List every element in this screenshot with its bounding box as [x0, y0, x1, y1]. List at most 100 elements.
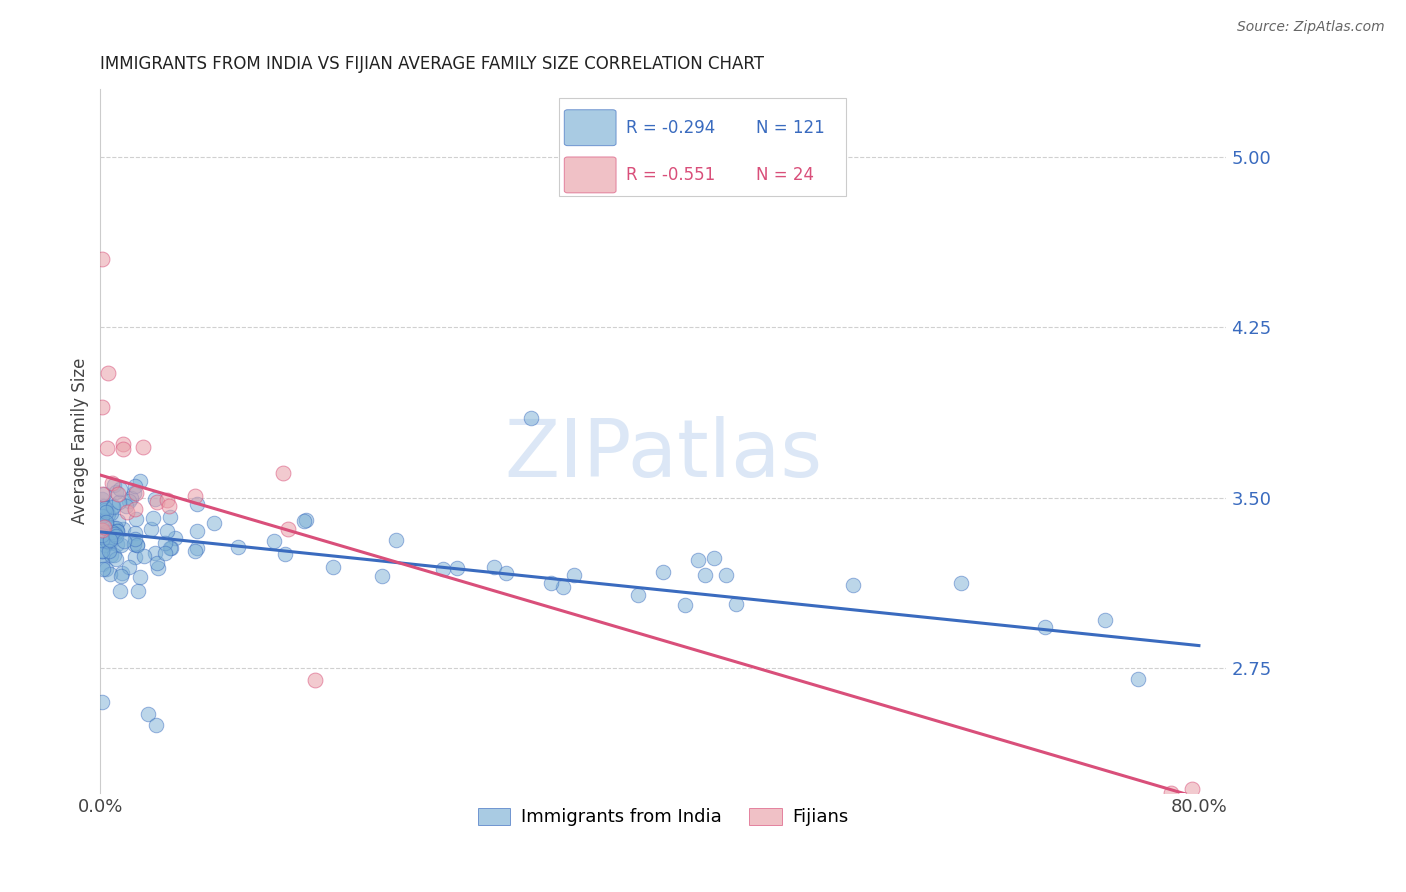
Point: [97, 366, 120, 380]
Point: [98, 536, 121, 550]
Point: [124, 502, 146, 516]
Point: [226, 540, 249, 554]
Point: [1181, 781, 1204, 796]
Point: [165, 531, 187, 545]
Point: [295, 513, 318, 527]
Point: [125, 538, 148, 552]
Point: [159, 541, 181, 556]
Point: [90, 544, 112, 558]
Point: [90, 549, 112, 563]
Point: [96, 534, 118, 549]
Point: [101, 500, 124, 514]
Point: [98, 544, 121, 558]
Point: [117, 505, 139, 519]
Y-axis label: Average Family Size: Average Family Size: [72, 358, 89, 524]
Point: [112, 522, 135, 536]
Point: [132, 441, 155, 455]
Point: [686, 553, 709, 567]
Point: [127, 584, 149, 599]
Text: R = -0.551: R = -0.551: [626, 166, 716, 184]
Point: [98, 533, 121, 547]
Point: [103, 548, 125, 562]
Point: [103, 499, 125, 513]
Point: [118, 560, 141, 574]
Point: [94, 500, 117, 515]
Point: [142, 511, 165, 525]
Point: [122, 537, 145, 551]
Point: [97, 507, 120, 521]
Point: [112, 534, 135, 549]
Point: [495, 566, 517, 581]
Point: [117, 494, 139, 508]
Point: [105, 524, 128, 539]
Point: [292, 514, 315, 528]
Point: [132, 549, 155, 563]
Point: [146, 561, 169, 575]
Text: ZIPatlas: ZIPatlas: [505, 416, 823, 494]
Point: [145, 495, 167, 509]
Point: [385, 533, 408, 547]
Point: [101, 525, 124, 540]
Point: [105, 537, 128, 551]
Point: [110, 569, 132, 583]
Point: [104, 526, 127, 541]
Point: [271, 466, 294, 480]
Point: [702, 551, 724, 566]
Point: [263, 534, 285, 549]
Point: [183, 490, 205, 504]
Point: [94, 517, 117, 532]
Point: [90, 528, 112, 542]
Text: R = -0.294: R = -0.294: [626, 119, 716, 136]
Text: Source: ZipAtlas.com: Source: ZipAtlas.com: [1237, 20, 1385, 34]
Point: [157, 499, 180, 513]
Point: [94, 525, 117, 540]
Point: [93, 486, 115, 500]
Point: [98, 566, 121, 581]
Point: [100, 548, 122, 562]
Point: [105, 552, 128, 566]
Point: [153, 545, 176, 559]
Point: [1033, 620, 1056, 634]
Point: [1128, 672, 1150, 686]
Point: [103, 478, 125, 492]
Point: [186, 497, 208, 511]
Point: [143, 491, 166, 506]
Point: [98, 532, 121, 546]
Point: [432, 562, 454, 576]
Point: [145, 718, 167, 732]
Point: [90, 400, 112, 414]
Point: [540, 575, 562, 590]
Point: [90, 557, 112, 571]
Point: [156, 524, 179, 538]
Point: [482, 559, 505, 574]
Point: [155, 536, 177, 550]
Point: [107, 515, 129, 529]
Point: [120, 491, 142, 505]
Point: [103, 521, 125, 535]
Point: [96, 505, 118, 519]
Point: [274, 547, 297, 561]
Point: [91, 513, 114, 527]
Point: [91, 562, 114, 576]
Point: [104, 521, 127, 535]
Point: [128, 570, 150, 584]
FancyBboxPatch shape: [564, 110, 616, 145]
Point: [124, 486, 146, 500]
Point: [96, 515, 118, 529]
Point: [1160, 786, 1182, 800]
Point: [627, 588, 650, 602]
Point: [108, 494, 131, 508]
Point: [93, 500, 115, 514]
Point: [842, 577, 865, 591]
Text: N = 24: N = 24: [755, 166, 814, 184]
Point: [159, 509, 181, 524]
Point: [115, 499, 138, 513]
Point: [160, 541, 183, 555]
Point: [125, 512, 148, 526]
Point: [156, 492, 179, 507]
Point: [127, 538, 149, 552]
Point: [725, 597, 748, 611]
Point: [94, 539, 117, 553]
Point: [91, 492, 114, 507]
Point: [186, 541, 208, 555]
